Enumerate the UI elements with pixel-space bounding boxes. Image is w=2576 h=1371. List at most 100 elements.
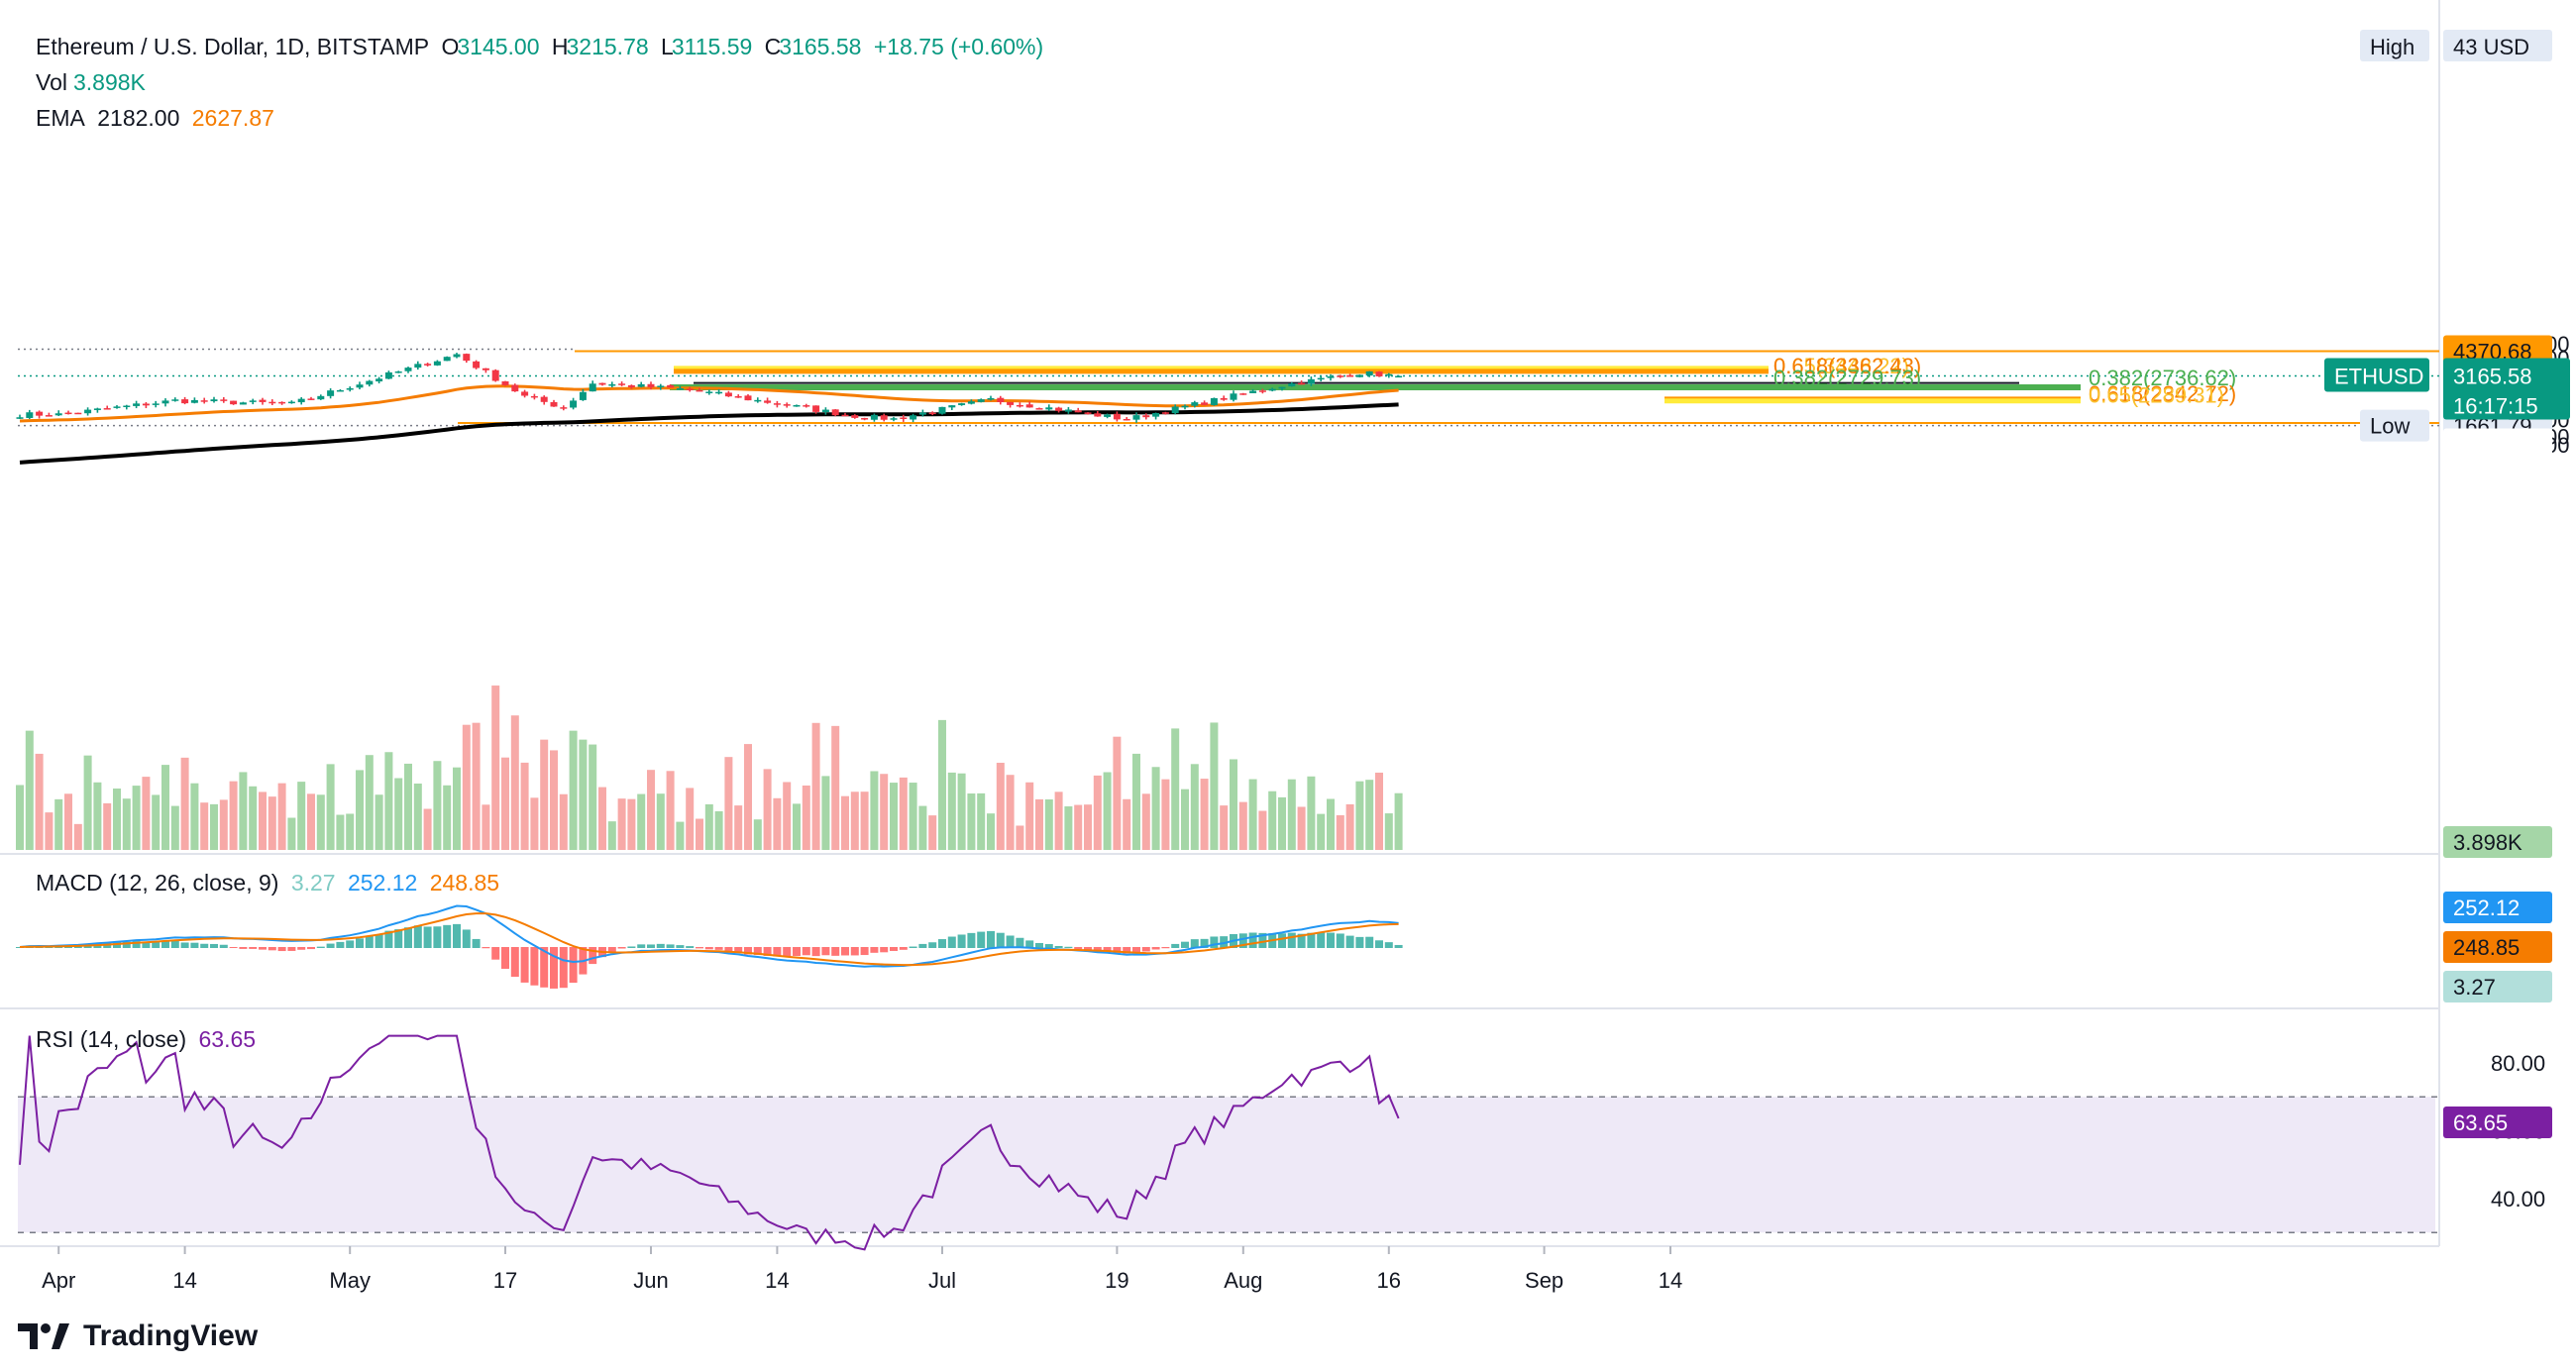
candle-body	[287, 401, 295, 404]
candle-body	[1395, 375, 1403, 378]
volume-bar	[696, 818, 703, 850]
macd-histogram-bar	[1307, 932, 1316, 948]
candle-body	[45, 415, 53, 417]
candle-body	[1104, 414, 1112, 417]
candle-body	[579, 391, 587, 400]
candle-body	[1035, 408, 1043, 410]
time-tick-label: 19	[1105, 1268, 1128, 1293]
volume-bar	[714, 810, 723, 850]
macd-histogram-bar	[404, 927, 412, 948]
volume-bar	[142, 777, 151, 850]
macd-histogram-bar	[1317, 932, 1326, 948]
volume-bar	[704, 803, 713, 850]
macd-histogram-bar	[627, 946, 636, 948]
time-tick-label: 14	[765, 1268, 789, 1293]
volume-bar	[365, 755, 374, 850]
macd-histogram-bar	[1171, 943, 1180, 948]
macd-histogram-bar	[1161, 947, 1170, 949]
volume-bar	[841, 795, 849, 850]
macd-signal-badge: 248.85	[2443, 931, 2552, 963]
ema-value: 2627.87	[191, 105, 274, 131]
macd-histogram-bar	[200, 943, 209, 948]
macd-histogram-bar	[239, 947, 248, 949]
candle-body	[1132, 415, 1140, 420]
candle-body	[918, 412, 926, 415]
volume-bar	[811, 722, 820, 850]
fib-065-bot-label: 0.65(2289.31)	[2089, 383, 2224, 408]
tradingview-logo[interactable]: TradingView	[18, 1319, 258, 1353]
candle-body	[773, 403, 781, 405]
macd-histogram-bar	[947, 936, 956, 948]
candle-body	[657, 385, 665, 387]
macd-histogram-bar	[491, 947, 500, 960]
volume-bar	[947, 772, 956, 850]
volume-bar	[550, 750, 558, 850]
macd-histogram-bar	[550, 947, 558, 989]
volume-bar	[16, 785, 24, 850]
volume-bar	[510, 715, 519, 850]
volume-bar	[219, 799, 228, 850]
macd-histogram-bar	[850, 947, 859, 956]
volume-bar	[1297, 806, 1306, 850]
volume-bar	[482, 804, 490, 850]
candle-body	[1268, 388, 1276, 391]
volume-bar	[763, 769, 772, 850]
candle-body	[327, 390, 335, 396]
fib-0382-right-label: 0.382(2736.62)	[2089, 366, 2236, 390]
macd-signal-badge-bg	[2443, 931, 2552, 963]
macd-histogram-bar	[16, 947, 24, 948]
volume-bar	[132, 786, 141, 850]
candle-body	[1365, 370, 1373, 376]
macd-badge-bg	[2443, 892, 2552, 923]
macd-histogram-bar	[1093, 947, 1102, 952]
low-value: 3115.59	[671, 34, 753, 59]
macd-histogram-bar	[1113, 947, 1122, 953]
macd-histogram-bar	[336, 941, 345, 948]
macd-histogram-bar	[482, 947, 490, 949]
candle-body	[667, 384, 675, 388]
candle-body	[1355, 374, 1363, 377]
macd-histogram-bar	[686, 946, 695, 948]
volume-bar	[413, 783, 422, 850]
macd-histogram-bar	[637, 944, 646, 948]
candle-body	[900, 417, 908, 419]
macd-histogram-bar	[880, 947, 889, 953]
brand-name: TradingView	[83, 1319, 259, 1352]
volume-bar	[423, 808, 432, 850]
macd-histogram-bar	[589, 947, 597, 965]
candle-body	[473, 361, 481, 369]
volume-bar	[1268, 791, 1277, 850]
candle-body	[1191, 402, 1199, 406]
macd-histogram-bar	[510, 947, 519, 978]
macd-histogram-bar	[714, 947, 723, 950]
volume-bar	[1035, 798, 1043, 850]
candle-body	[64, 412, 72, 415]
volume-bar	[617, 798, 626, 850]
candle-body	[84, 409, 92, 414]
candle-body	[598, 382, 606, 385]
macd-histogram-bar	[928, 942, 937, 948]
low-tag: Low	[2370, 414, 2410, 439]
volume-bar	[520, 762, 529, 850]
volume-bar	[773, 797, 782, 850]
macd-histogram-bar	[656, 943, 665, 948]
candle-body	[1142, 415, 1150, 418]
countdown-value: 16:17:15	[2453, 394, 2538, 419]
volume-bar	[1287, 779, 1296, 850]
macd-histogram-bar	[617, 947, 626, 949]
ema-200-line	[19, 402, 1399, 465]
volume-bar	[287, 817, 296, 850]
fib-0618-top-label: 0.618(3362.43)	[1773, 354, 1921, 378]
low-tag-bg	[2360, 409, 2429, 442]
volume-bar	[1394, 792, 1403, 850]
candle-body	[705, 391, 713, 393]
macd-histogram-bar	[753, 947, 762, 956]
candle-body	[521, 391, 529, 396]
macd-badge-text: 252.12	[2453, 896, 2520, 920]
candle-body	[123, 405, 131, 407]
candle-body	[297, 398, 305, 403]
rsi-legend: RSI (14, close) 63.65	[36, 1026, 257, 1052]
macd-histogram-bar	[1190, 939, 1199, 948]
volume-bar	[1365, 780, 1374, 850]
candle-body	[793, 405, 801, 407]
